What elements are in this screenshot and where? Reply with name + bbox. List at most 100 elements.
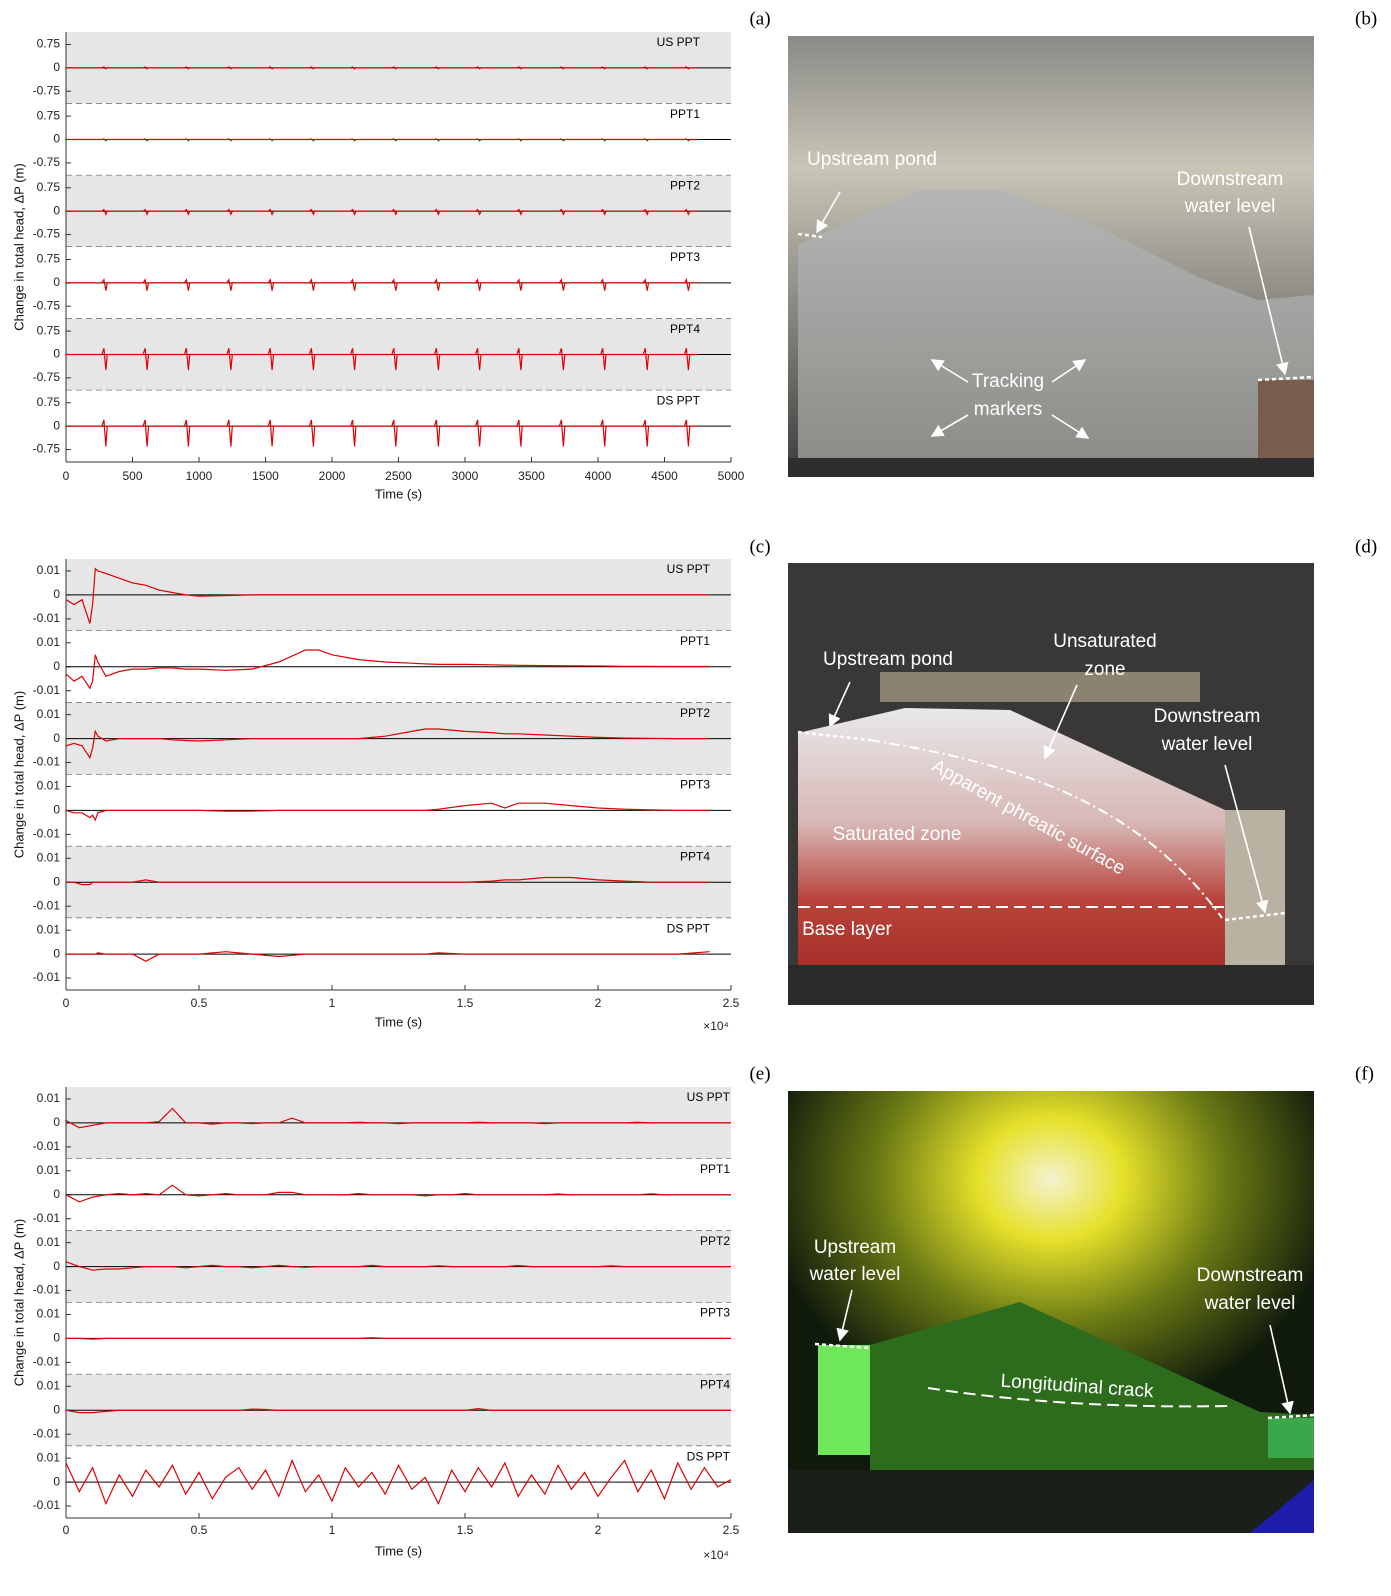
y-tick-label: 0.01 xyxy=(37,635,61,649)
series-name: US PPT xyxy=(687,1090,731,1104)
y-tick-label: 0 xyxy=(53,132,60,146)
annotation: Upstream xyxy=(814,1237,896,1258)
y-tick-label: 0 xyxy=(53,418,60,432)
x-tick-label: 3500 xyxy=(518,469,545,483)
series-name: PPT3 xyxy=(700,1306,730,1320)
y-tick-label: -0.01 xyxy=(33,1355,61,1369)
y-tick-label: -0.75 xyxy=(33,227,61,241)
downstream-water xyxy=(1268,1418,1314,1458)
y-tick-label: 0.01 xyxy=(37,707,61,721)
base xyxy=(788,458,1314,477)
x-tick-label: 1.5 xyxy=(457,996,474,1010)
x-tick-label: 2500 xyxy=(385,469,412,483)
x-tick-label: 2000 xyxy=(319,469,346,483)
x-tick-label: 2.5 xyxy=(723,1523,740,1537)
y-tick-label: 0.01 xyxy=(37,850,61,864)
series-name: DS PPT xyxy=(687,1449,731,1463)
x-tick-label: 4000 xyxy=(585,469,612,483)
panel-label: (a) xyxy=(749,8,770,29)
y-tick-label: -0.01 xyxy=(33,683,61,697)
series-name: PPT2 xyxy=(670,179,700,193)
annotation: Base layer xyxy=(802,919,892,940)
y-tick-label: -0.01 xyxy=(33,1211,61,1225)
annotation: Upstream pond xyxy=(807,149,937,170)
annotation: Saturated zone xyxy=(833,824,962,845)
figure: -0.7500.75US PPT-0.7500.75PPT1-0.7500.75… xyxy=(0,0,1391,1596)
y-tick-label: 0 xyxy=(53,874,60,888)
series-name: PPT3 xyxy=(670,250,700,264)
data-line xyxy=(66,1338,731,1339)
y-tick-label: -0.01 xyxy=(33,1426,61,1440)
y-tick-label: 0 xyxy=(53,1331,60,1345)
x-tick-label: 500 xyxy=(122,469,142,483)
x-tick-label: 2 xyxy=(595,996,602,1010)
y-tick-label: 0 xyxy=(53,731,60,745)
y-tick-label: 0.75 xyxy=(37,323,61,337)
reflection xyxy=(880,672,1200,702)
y-tick-label: -0.01 xyxy=(33,1283,61,1297)
annotation: Tracking xyxy=(972,371,1044,392)
y-tick-label: 0 xyxy=(53,1187,60,1201)
annotation: water level xyxy=(1184,196,1276,217)
annotation: zone xyxy=(1084,659,1125,680)
x-tick-label: 2.5 xyxy=(723,996,740,1010)
x-tick-label: 3000 xyxy=(452,469,479,483)
y-tick-label: 0 xyxy=(53,587,60,601)
x-multiplier: ×10⁴ xyxy=(703,1548,729,1562)
x-tick-label: 2 xyxy=(595,1523,602,1537)
y-tick-label: 0.01 xyxy=(37,1091,61,1105)
annotation: Downstream xyxy=(1197,1265,1304,1286)
x-tick-label: 5000 xyxy=(718,469,745,483)
y-tick-label: -0.01 xyxy=(33,970,61,984)
y-tick-label: 0 xyxy=(53,946,60,960)
x-multiplier: ×10⁴ xyxy=(703,1019,729,1033)
panel-label: (c) xyxy=(749,536,770,557)
y-tick-label: 0.75 xyxy=(37,108,61,122)
x-tick-label: 0.5 xyxy=(191,996,208,1010)
y-tick-label: 0 xyxy=(53,1474,60,1488)
y-tick-label: 0.01 xyxy=(37,1450,61,1464)
y-tick-label: 0.75 xyxy=(37,37,61,51)
y-tick-label: 0 xyxy=(53,803,60,817)
annotation: markers xyxy=(974,399,1043,420)
x-axis-title: Time (s) xyxy=(375,1014,422,1029)
x-tick-label: 1 xyxy=(329,1523,336,1537)
y-tick-label: -0.01 xyxy=(33,1498,61,1512)
annotation: water level xyxy=(1161,734,1253,755)
y-tick-label: 0.01 xyxy=(37,1307,61,1321)
series-name: PPT2 xyxy=(700,1234,730,1248)
y-tick-label: -0.75 xyxy=(33,155,61,169)
x-tick-label: 0.5 xyxy=(191,1523,208,1537)
annotation: water level xyxy=(809,1264,901,1285)
y-tick-label: -0.75 xyxy=(33,298,61,312)
y-tick-label: 0.75 xyxy=(37,180,61,194)
y-tick-label: 0.01 xyxy=(37,779,61,793)
downstream-sand xyxy=(1225,810,1285,965)
x-axis-title: Time (s) xyxy=(375,486,422,501)
base xyxy=(788,1470,1314,1533)
y-tick-label: -0.01 xyxy=(33,898,61,912)
y-tick-label: 0 xyxy=(53,60,60,74)
photo-b: Upstream pond Downstream water level Tra… xyxy=(788,8,1377,477)
x-tick-label: 1.5 xyxy=(457,1523,474,1537)
x-tick-label: 0 xyxy=(63,996,70,1010)
annotation: Downstream xyxy=(1154,706,1261,727)
y-tick-label: -0.01 xyxy=(33,827,61,841)
photo-f: Upstream water level Downstream water le… xyxy=(788,1063,1374,1533)
y-tick-label: 0 xyxy=(53,659,60,673)
series-name: PPT4 xyxy=(700,1378,730,1392)
y-axis-title: Change in total head, ΔP (m) xyxy=(11,691,26,858)
series-name: PPT3 xyxy=(680,778,710,792)
y-tick-label: 0 xyxy=(53,1115,60,1129)
series-name: US PPT xyxy=(667,562,711,576)
y-tick-label: -0.01 xyxy=(33,755,61,769)
series-name: DS PPT xyxy=(667,921,711,935)
annotation: Unsaturated xyxy=(1053,631,1157,652)
x-tick-label: 1000 xyxy=(186,469,213,483)
x-tick-label: 1 xyxy=(329,996,336,1010)
panel-label: (b) xyxy=(1355,8,1377,29)
upstream-water xyxy=(818,1345,870,1455)
downstream-water xyxy=(1258,380,1314,458)
y-tick-label: 0.01 xyxy=(37,922,61,936)
